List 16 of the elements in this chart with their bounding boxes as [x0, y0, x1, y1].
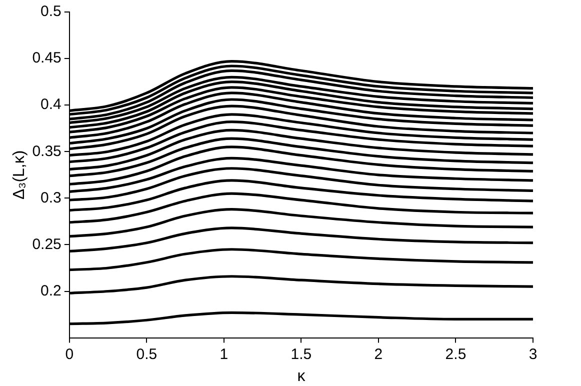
y-tick-label: 0.45 — [32, 50, 62, 67]
x-tick-label: 2 — [374, 346, 383, 363]
y-tick-label: 0.35 — [32, 142, 62, 160]
y-tick-label: 0.4 — [40, 96, 62, 114]
y-tick-label: 0.5 — [40, 3, 62, 20]
x-tick-label: 0.5 — [136, 346, 158, 363]
x-tick-label: 2.5 — [445, 346, 466, 363]
x-tick-label: 0 — [65, 346, 74, 363]
y-axis-title: Δ₃(L,κ) — [11, 150, 28, 200]
y-tick-label: 0.25 — [32, 236, 62, 253]
x-axis-title: κ — [297, 368, 306, 385]
x-tick-label: 3 — [528, 346, 538, 363]
x-tick-label: 1.5 — [290, 346, 312, 363]
y-tick-label: 0.3 — [40, 189, 62, 206]
x-tick-label: 1 — [220, 346, 228, 363]
y-tick-label: 0.2 — [40, 282, 62, 300]
